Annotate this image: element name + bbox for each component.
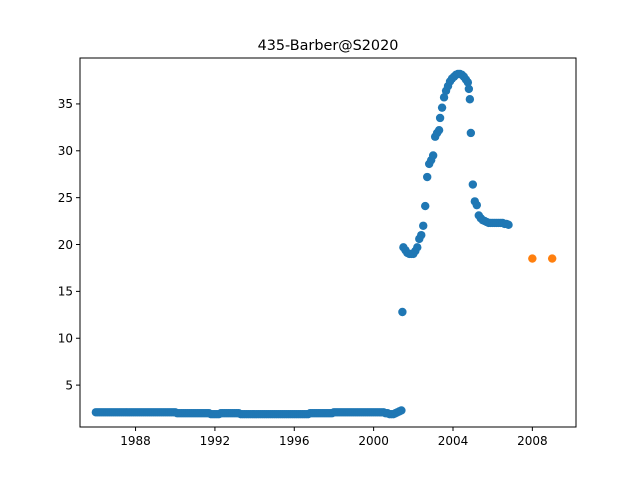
series-0-point [413, 243, 422, 252]
x-tick-label: 1988 [120, 434, 151, 448]
x-tick-label: 2008 [517, 434, 548, 448]
series-0-point [468, 180, 478, 189]
y-tick-label: 5 [65, 378, 73, 392]
x-tick-label: 2004 [438, 434, 469, 448]
series-0-point [463, 78, 473, 87]
series-0-point [504, 220, 513, 230]
y-tick-label: 20 [58, 238, 73, 252]
series-0-point [434, 125, 444, 135]
plot-marks [91, 69, 557, 419]
series-0-point [472, 200, 481, 210]
y-tick-label: 25 [58, 191, 73, 205]
series-0-point [417, 230, 426, 240]
x-axis: 1988 1992 1996 2000 2004 2008 [120, 427, 548, 448]
series-0-point [428, 151, 438, 160]
series-0-point [464, 84, 474, 94]
series-0-point [439, 93, 449, 102]
series-0-point [397, 406, 406, 415]
series-0-point [435, 113, 445, 123]
series-1-point [528, 254, 537, 263]
y-axis: 5 10 15 20 25 30 35 [58, 97, 80, 392]
y-tick-label: 30 [58, 144, 73, 158]
y-tick-label: 10 [58, 332, 73, 346]
chart-title: 435-Barber@S2020 [258, 38, 399, 54]
x-tick-label: 1996 [279, 434, 310, 448]
series-0-point [398, 307, 407, 317]
series-1-point [547, 254, 557, 263]
series-0-point [466, 128, 476, 138]
plot-frame [79, 57, 577, 428]
series-0-point [423, 172, 432, 182]
series-0-point [421, 201, 430, 211]
x-tick-label: 1992 [200, 434, 231, 448]
y-tick-label: 15 [58, 285, 73, 299]
y-tick-label: 35 [58, 97, 73, 111]
x-tick-label: 2000 [358, 434, 389, 448]
series-0-point [419, 221, 428, 230]
series-0-point [437, 103, 447, 112]
series-0-point [465, 95, 475, 104]
